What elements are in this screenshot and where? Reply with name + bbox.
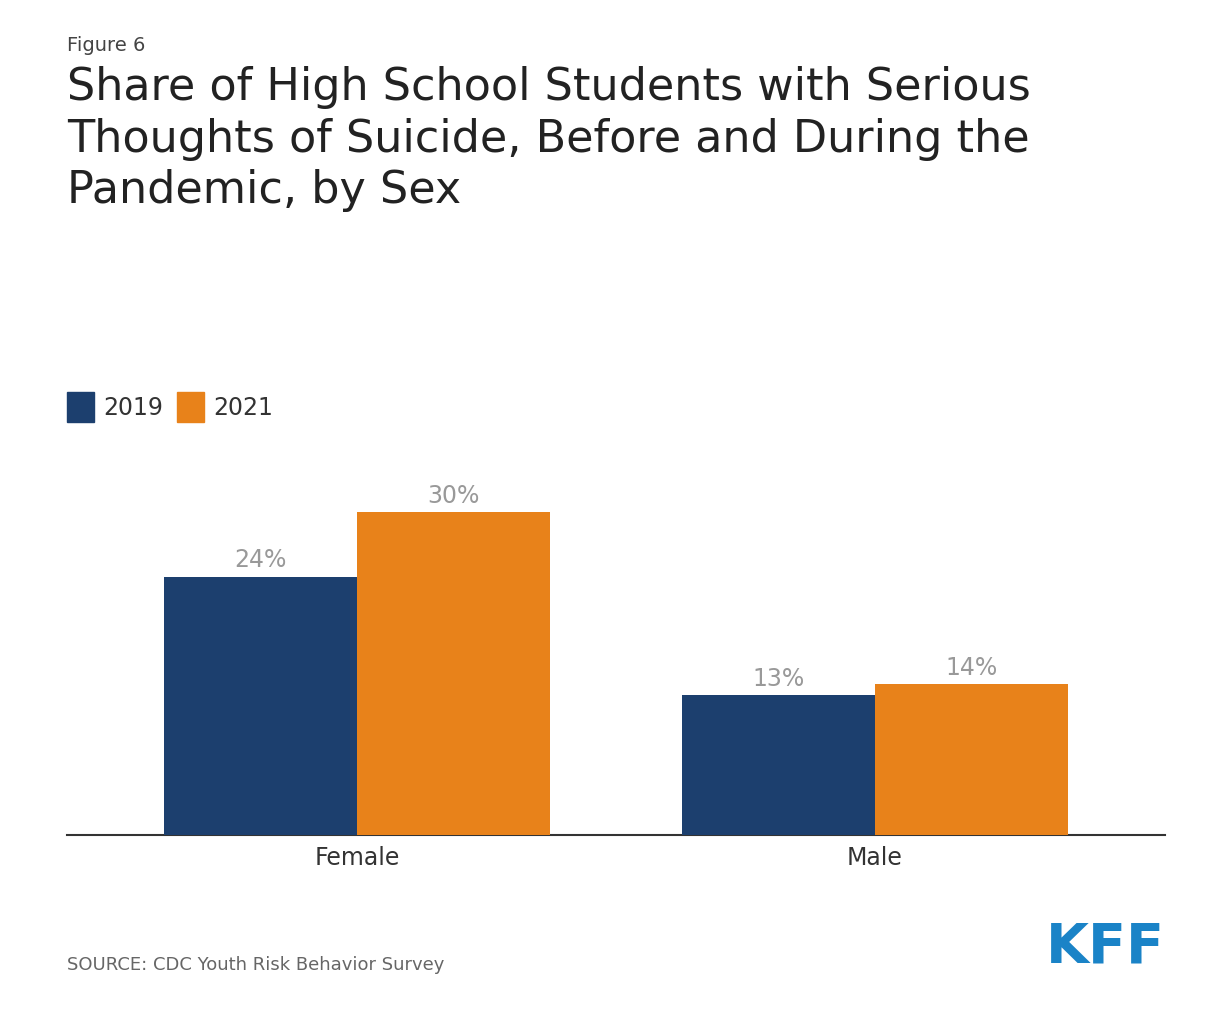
Bar bbox=[177, 392, 204, 423]
Text: Share of High School Students with Serious
Thoughts of Suicide, Before and Durin: Share of High School Students with Serio… bbox=[67, 66, 1031, 212]
Text: KFF: KFF bbox=[1046, 919, 1165, 973]
Bar bbox=[682, 696, 875, 836]
Text: 2021: 2021 bbox=[214, 395, 273, 420]
Text: 2019: 2019 bbox=[104, 395, 163, 420]
Bar bbox=[163, 577, 357, 836]
Text: 13%: 13% bbox=[753, 666, 804, 690]
Text: Figure 6: Figure 6 bbox=[67, 36, 145, 55]
Bar bbox=[357, 513, 550, 836]
Bar bbox=[67, 392, 94, 423]
Text: SOURCE: CDC Youth Risk Behavior Survey: SOURCE: CDC Youth Risk Behavior Survey bbox=[67, 955, 444, 973]
Bar bbox=[875, 685, 1069, 836]
Text: 30%: 30% bbox=[428, 483, 479, 507]
Text: 24%: 24% bbox=[234, 547, 287, 572]
Text: 14%: 14% bbox=[946, 655, 998, 680]
